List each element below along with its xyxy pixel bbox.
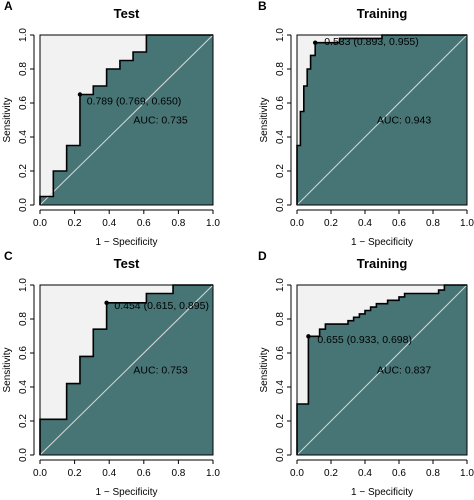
panel-letter: C: [4, 249, 13, 263]
x-tick-label: 0.8: [171, 218, 185, 229]
y-tick-label: 0.0: [275, 198, 286, 212]
y-tick-label: 0.6: [18, 346, 29, 360]
panel-title: Training: [357, 256, 408, 271]
x-tick-label: 0.8: [426, 218, 440, 229]
x-tick-label: 0.4: [102, 218, 116, 229]
x-tick-label: 0.8: [171, 468, 185, 479]
cutoff-point: [104, 300, 109, 306]
y-tick-label: 0.0: [18, 198, 29, 212]
x-tick-label: 1.0: [460, 218, 474, 229]
panel-letter: A: [4, 0, 13, 13]
x-tick-label: 0.0: [33, 468, 47, 479]
panel-title: Test: [114, 6, 140, 21]
auc-label: AUC: 0.753: [133, 364, 187, 376]
y-tick-label: 0.0: [18, 448, 29, 462]
y-axis-title: Sensitivity: [2, 97, 13, 142]
x-tick-label: 1.0: [206, 218, 220, 229]
x-tick-label: 0.6: [392, 218, 406, 229]
x-tick-label: 1.0: [206, 468, 220, 479]
y-tick-label: 0.6: [275, 346, 286, 360]
roc-curve: [296, 284, 467, 455]
y-tick-label: 0.4: [275, 130, 286, 144]
y-tick-label: 0.2: [275, 414, 286, 428]
y-tick-label: 0.0: [275, 448, 286, 462]
x-tick-label: 0.2: [324, 218, 338, 229]
cutoff-label: 0.454 (0.615, 0.895): [114, 300, 209, 312]
plot-border: [39, 284, 214, 456]
y-tick-label: 1.0: [18, 278, 29, 292]
plot-border: [39, 34, 214, 206]
y-tick-label: 0.6: [275, 96, 286, 110]
y-tick-label: 0.2: [18, 164, 29, 178]
cutoff-point: [312, 40, 318, 45]
auc-label: AUC: 0.943: [377, 114, 431, 126]
y-tick-label: 0.6: [18, 96, 29, 110]
reference-diagonal: [296, 34, 468, 206]
x-tick-label: 0.0: [290, 218, 304, 229]
y-tick-label: 0.8: [275, 62, 286, 76]
cutoff-point: [77, 92, 83, 97]
cutoff-point: [306, 334, 311, 339]
roc-curve: [39, 284, 213, 455]
cutoff-label: 0.533 (0.893, 0.955): [324, 36, 419, 48]
x-tick-label: 0.4: [358, 468, 372, 479]
y-tick-label: 0.8: [275, 312, 286, 326]
reference-diagonal: [296, 284, 468, 456]
auc-label: AUC: 0.837: [377, 364, 431, 376]
x-tick-label: 0.2: [68, 218, 82, 229]
x-tick-label: 0.2: [68, 468, 82, 479]
panel-title: Training: [357, 6, 408, 21]
x-tick-label: 0.0: [290, 468, 304, 479]
x-tick-label: 0.2: [324, 468, 338, 479]
y-tick-label: 0.4: [18, 380, 29, 394]
x-axis-title: 1 − Specificity: [351, 237, 413, 248]
x-tick-label: 0.6: [137, 218, 151, 229]
x-tick-label: 0.0: [33, 218, 47, 229]
plot-border: [296, 284, 468, 456]
x-tick-label: 1.0: [460, 468, 474, 479]
y-tick-label: 0.8: [18, 312, 29, 326]
x-tick-label: 0.6: [137, 468, 151, 479]
roc-curve: [296, 34, 467, 205]
y-tick-label: 0.8: [18, 62, 29, 76]
panel-letter: D: [258, 249, 267, 263]
y-tick-label: 0.2: [275, 164, 286, 178]
roc-curve: [39, 34, 213, 205]
y-axis-title: Sensitivity: [259, 97, 270, 142]
y-tick-label: 0.4: [275, 380, 286, 394]
x-axis-title: 1 − Specificity: [96, 487, 158, 498]
y-tick-label: 0.4: [18, 130, 29, 144]
y-tick-label: 1.0: [275, 278, 286, 292]
cutoff-label: 0.789 (0.769, 0.650): [87, 96, 182, 108]
x-tick-label: 0.4: [102, 468, 116, 479]
panel-letter: B: [258, 0, 267, 13]
reference-diagonal: [39, 284, 214, 456]
x-tick-label: 0.4: [358, 218, 372, 229]
cutoff-label: 0.655 (0.933, 0.698): [317, 334, 412, 346]
y-tick-label: 1.0: [18, 28, 29, 42]
plot-border: [296, 34, 468, 206]
panel-title: Test: [114, 256, 140, 271]
x-axis-title: 1 − Specificity: [351, 487, 413, 498]
auc-label: AUC: 0.735: [133, 114, 187, 126]
y-tick-label: 0.2: [18, 414, 29, 428]
x-axis-title: 1 − Specificity: [96, 237, 158, 248]
x-tick-label: 0.6: [392, 468, 406, 479]
y-axis-title: Sensitivity: [2, 347, 13, 392]
x-tick-label: 0.8: [426, 468, 440, 479]
y-axis-title: Sensitivity: [259, 347, 270, 392]
y-tick-label: 1.0: [275, 28, 286, 42]
reference-diagonal: [39, 34, 214, 206]
